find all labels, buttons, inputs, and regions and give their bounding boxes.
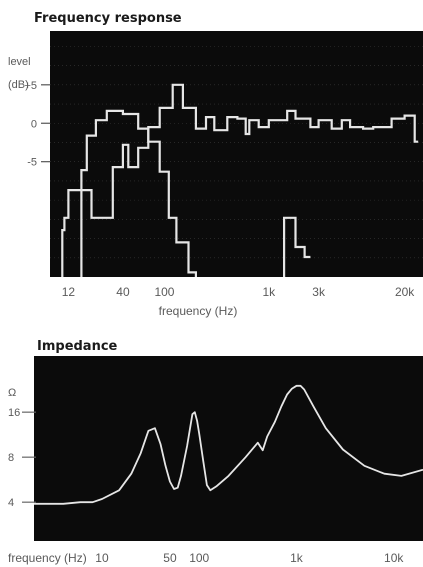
x-tick-label: 20k bbox=[395, 285, 415, 299]
impedance-curve bbox=[34, 384, 423, 505]
y-tick-label: +5 bbox=[24, 80, 37, 92]
x-tick-label: 100 bbox=[189, 551, 209, 565]
response-series-1 bbox=[61, 109, 197, 277]
plot-area bbox=[50, 31, 423, 277]
plot-area bbox=[34, 356, 423, 541]
x-tick-label: 1k bbox=[290, 551, 304, 565]
x-tick-label: 100 bbox=[154, 285, 174, 299]
y-axis-label-line2: (dB) bbox=[8, 79, 29, 91]
y-tick-label: 4 bbox=[8, 497, 14, 509]
y-tick-label: -5 bbox=[27, 157, 37, 169]
chart-title-frequency-response: Frequency response bbox=[34, 11, 182, 26]
x-tick-label: 3k bbox=[312, 285, 326, 299]
response-series-2 bbox=[80, 83, 419, 277]
y-tick-label: 0 bbox=[31, 118, 37, 130]
response-series-3 bbox=[283, 216, 311, 277]
x-tick-label: 10 bbox=[95, 551, 109, 565]
x-tick-label: 10k bbox=[384, 551, 404, 565]
x-tick-label: 12 bbox=[62, 285, 76, 299]
y-axis-label-line1: level bbox=[8, 56, 31, 68]
y-tick-label: 8 bbox=[8, 452, 14, 464]
chart-title-impedance: Impedance bbox=[37, 339, 118, 354]
x-axis-label: frequency (Hz) bbox=[8, 551, 87, 565]
frequency-response-chart: level (dB)+5 0 -5 12 40 100 1k 3k 20k frequency (H… bbox=[8, 31, 423, 318]
x-tick-label: 50 bbox=[163, 551, 177, 565]
y-tick-label: 16 bbox=[8, 407, 20, 419]
x-axis-label: frequency (Hz) bbox=[159, 304, 238, 318]
x-tick-label: 1k bbox=[262, 285, 276, 299]
y-axis-label: Ω bbox=[8, 387, 16, 399]
x-tick-label: 40 bbox=[116, 285, 130, 299]
